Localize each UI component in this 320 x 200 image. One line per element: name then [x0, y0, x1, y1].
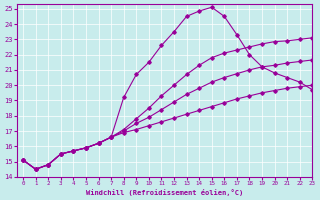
X-axis label: Windchill (Refroidissement éolien,°C): Windchill (Refroidissement éolien,°C): [86, 189, 243, 196]
